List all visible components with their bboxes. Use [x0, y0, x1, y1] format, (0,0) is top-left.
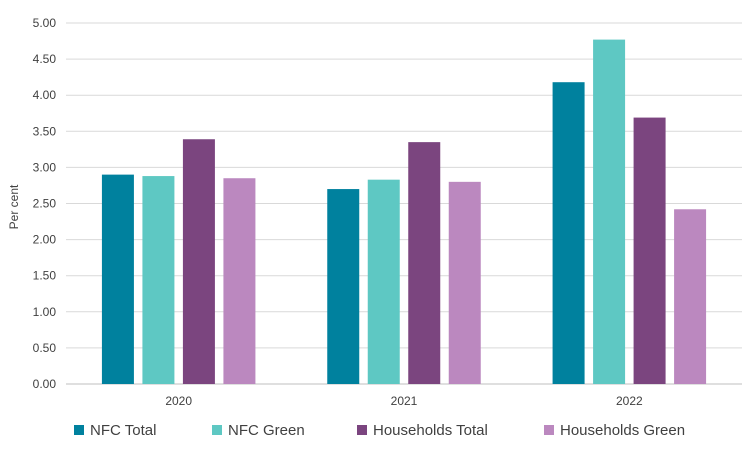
y-tick-label: 0.50 [33, 341, 57, 355]
x-axis: 2020 2021 2022 [165, 394, 643, 408]
y-tick-label: 1.50 [33, 269, 57, 283]
y-tick-label: 2.50 [33, 197, 57, 211]
bar-nfc-total-2022 [552, 82, 585, 384]
legend-swatch [74, 425, 84, 435]
y-tick-label: 5.00 [33, 16, 57, 30]
legend-item: NFC Green [212, 418, 305, 442]
legend-label: Households Green [560, 421, 686, 439]
legend-item: Households Total [357, 418, 488, 442]
gridlines [66, 22, 742, 385]
bar-nfc-green-2022 [593, 39, 626, 385]
bar-nfc-total-2021 [327, 189, 360, 384]
legend-item: Households Green [544, 418, 685, 442]
y-axis: 0.00 0.50 1.00 1.50 2.00 2.50 3.00 3.50 4.00 4.50… [33, 16, 57, 391]
legend-item: NFC Total [74, 418, 156, 442]
y-axis-label: Per cent [7, 184, 21, 229]
bar-households-total-2022 [633, 117, 666, 384]
y-tick-label: 4.50 [33, 52, 57, 66]
bar-nfc-green-2020 [142, 176, 175, 384]
y-tick-label: 3.50 [33, 124, 57, 138]
legend-swatch [212, 425, 222, 435]
bar-households-green-2021 [448, 181, 481, 384]
bar-nfc-green-2021 [367, 179, 400, 384]
x-tick-label: 2020 [165, 394, 192, 408]
legend-swatch [357, 425, 367, 435]
bars [101, 39, 707, 385]
x-tick-label: 2022 [616, 394, 643, 408]
x-tick-label: 2021 [391, 394, 418, 408]
y-tick-label: 1.00 [33, 305, 57, 319]
bar-households-total-2021 [408, 142, 441, 384]
y-tick-label: 4.00 [33, 88, 57, 102]
legend-label: NFC Green [228, 421, 305, 439]
bar-households-total-2020 [182, 139, 215, 384]
legend-label: Households Total [373, 421, 488, 439]
legend-swatch [544, 425, 554, 435]
legend: NFC Total NFC Green Households Total Househ… [0, 418, 756, 442]
bar-nfc-total-2020 [101, 174, 134, 384]
bar-households-green-2022 [674, 209, 707, 384]
legend-label: NFC Total [90, 421, 157, 439]
y-tick-label: 3.00 [33, 160, 57, 174]
bar-households-green-2020 [223, 178, 256, 384]
y-tick-label: 0.00 [33, 377, 57, 391]
y-tick-label: 2.00 [33, 233, 57, 247]
